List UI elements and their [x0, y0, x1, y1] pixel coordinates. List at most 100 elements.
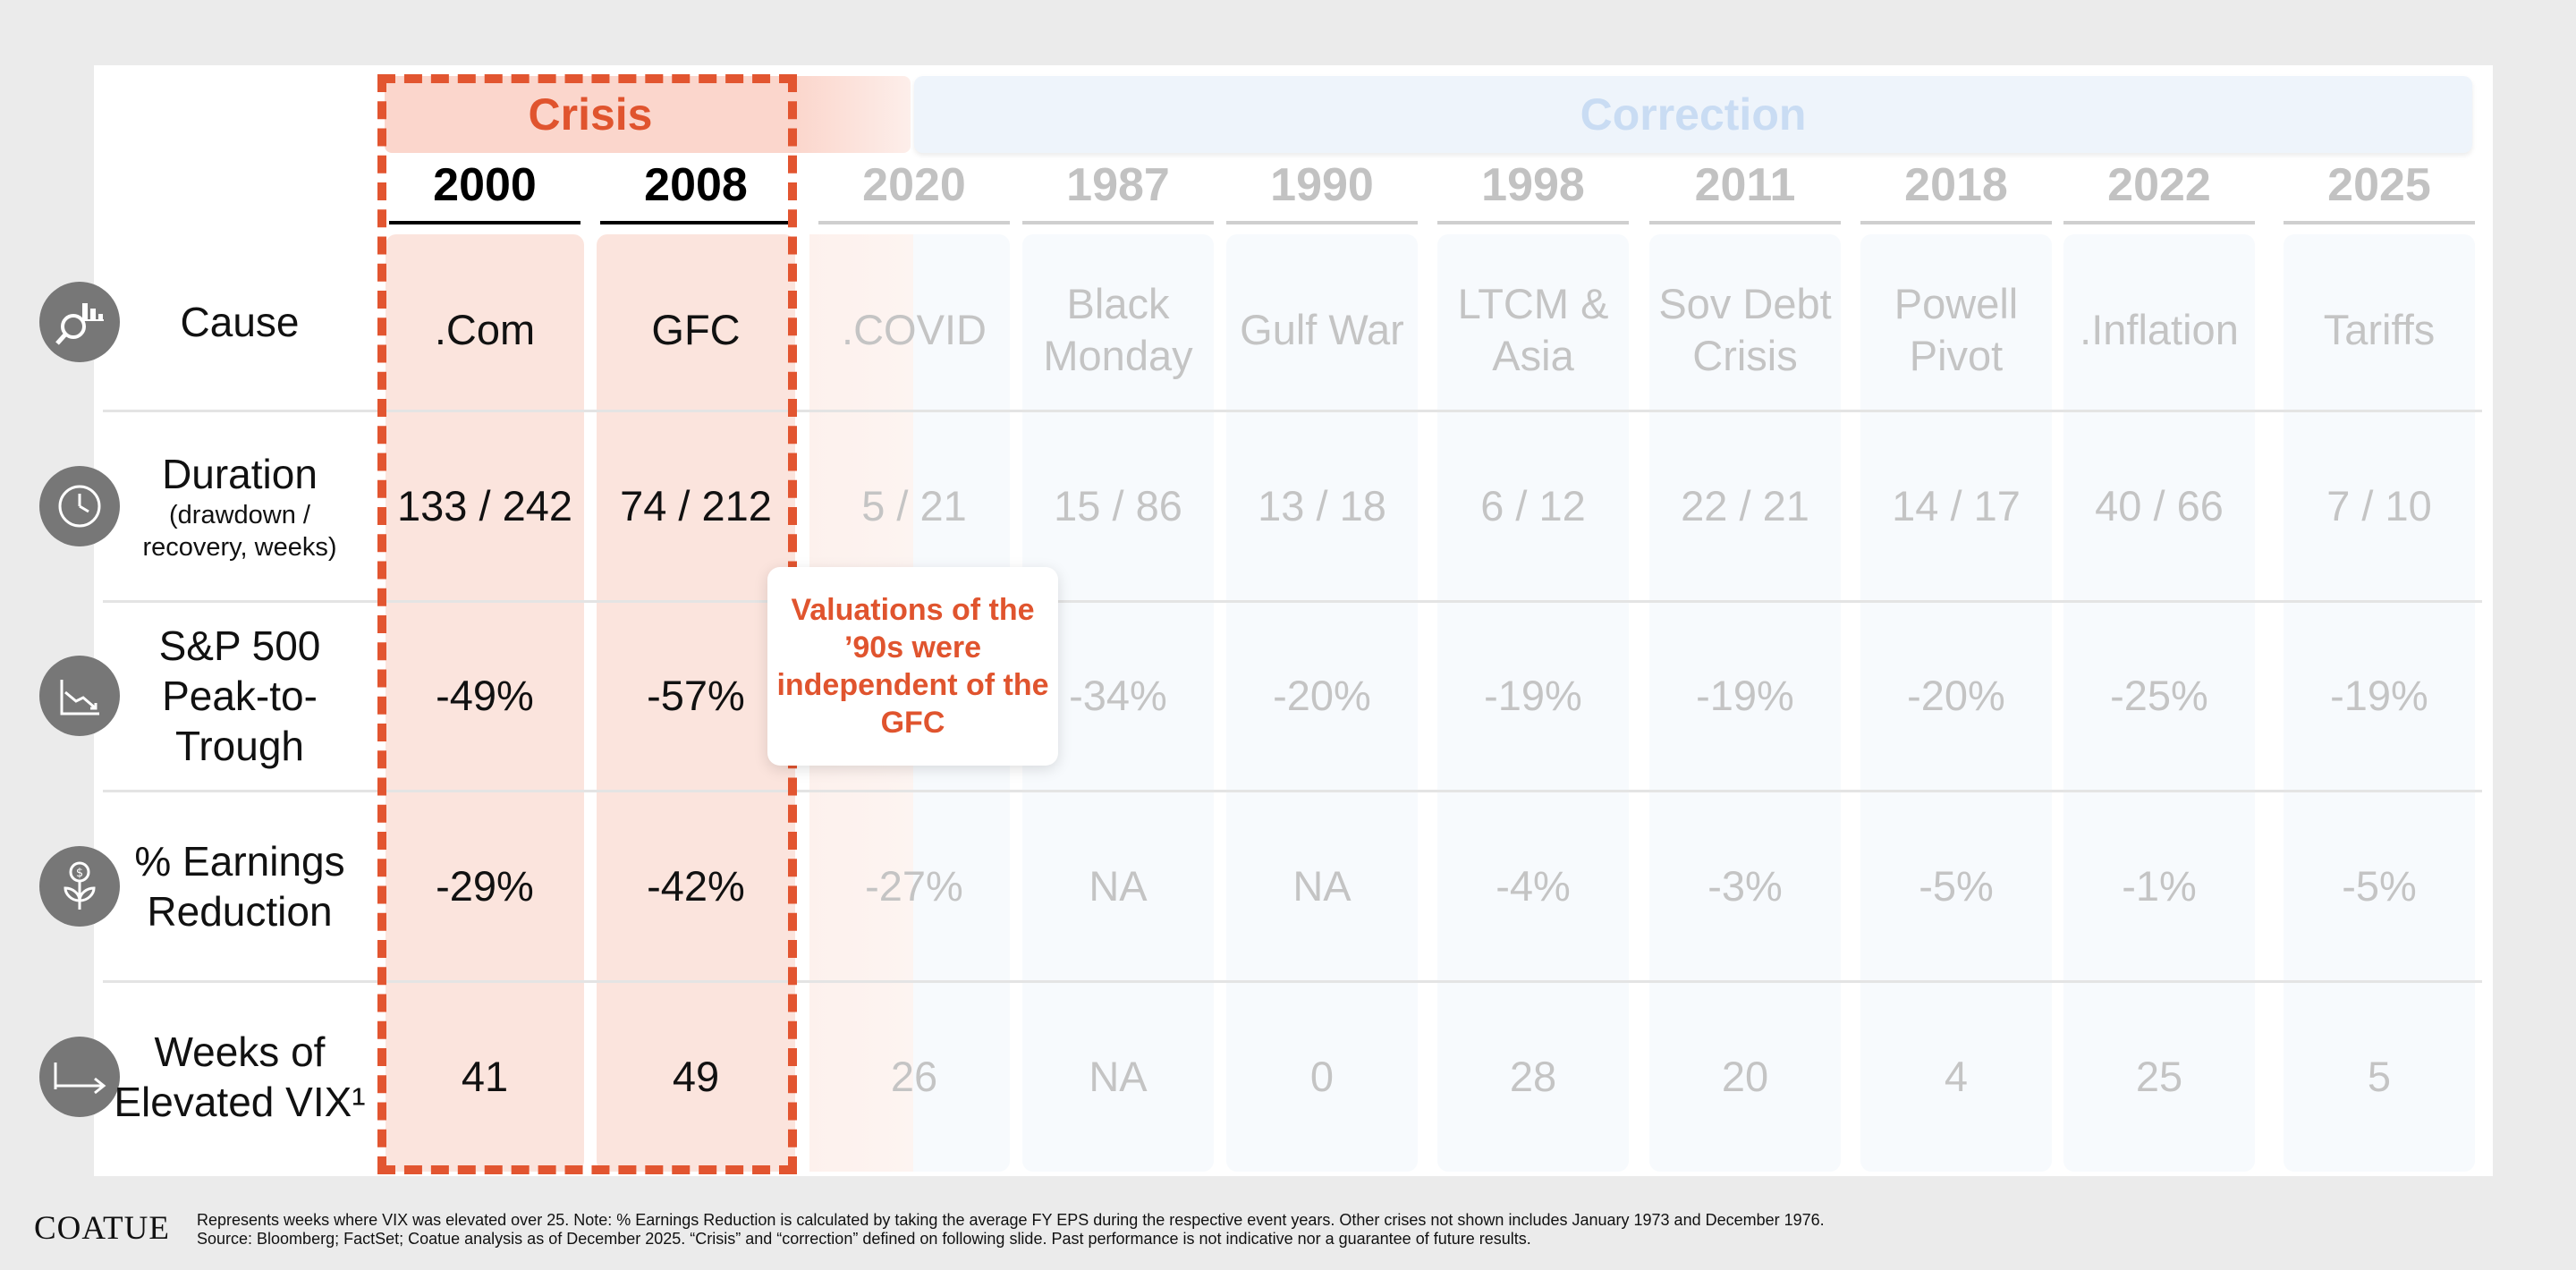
- table-cell-2022: -25%: [2110, 672, 2208, 719]
- table-cell-1990: NA: [1292, 861, 1352, 910]
- table-cell-1990: 13 / 18: [1258, 482, 1386, 529]
- table-cell-2022: .Inflation: [2080, 306, 2239, 353]
- row-label: Weeks of Elevated VIX¹: [106, 981, 374, 1172]
- correction-header-bar: [914, 76, 2472, 153]
- year-header-2025: 2025: [2327, 159, 2431, 211]
- column-background-1990: [1226, 234, 1418, 1172]
- svg-text:$: $: [76, 867, 83, 880]
- table-cell-2020: 26: [890, 1052, 938, 1100]
- table-cell-2008: -42%: [647, 861, 745, 910]
- row-label-text: Duration: [162, 451, 318, 497]
- row-separator: [103, 600, 2482, 603]
- column-background-1998: [1437, 234, 1629, 1172]
- table-cell-1990: Gulf War: [1240, 306, 1404, 353]
- table-cell-2011: Sov Debt Crisis: [1658, 280, 1832, 379]
- row-label: % Earnings Reduction: [106, 791, 374, 981]
- year-header-2008: 2008: [644, 159, 748, 211]
- table-cell-2022: 25: [2135, 1052, 2183, 1100]
- year-underline-2000: [389, 221, 580, 224]
- row-separator: [103, 410, 2482, 412]
- year-underline-1998: [1437, 221, 1629, 224]
- table-cell-1987: 15 / 86: [1054, 482, 1182, 529]
- table-cell-2000: 133 / 242: [396, 482, 572, 529]
- year-underline-1987: [1022, 221, 1214, 224]
- row-separator: [103, 790, 2482, 792]
- year-header-2018: 2018: [1904, 159, 2008, 211]
- table-cell-1987: Black Monday: [1043, 280, 1193, 379]
- year-underline-2025: [2284, 221, 2475, 224]
- valuation-callout: Valuations of the ’90s were independent …: [767, 567, 1058, 766]
- year-underline-2008: [600, 221, 792, 224]
- table-cell-2011: -3%: [1707, 861, 1783, 910]
- row-label: Duration (drawdown / recovery, weeks): [106, 411, 374, 601]
- table-cell-2025: -19%: [2330, 672, 2428, 719]
- table-cell-1990: -20%: [1273, 672, 1371, 719]
- table-cell-2018: Powell Pivot: [1894, 280, 2019, 379]
- year-header-1990: 1990: [1270, 159, 1374, 211]
- table-cell-2020: -27%: [865, 861, 963, 910]
- table-cell-2018: 14 / 17: [1892, 482, 2021, 529]
- column-background-2008: [597, 234, 795, 1172]
- table-cell-2018: 4: [1944, 1052, 1969, 1100]
- table-cell-2008: -57%: [647, 672, 745, 719]
- column-background-2018: [1860, 234, 2052, 1172]
- year-header-1998: 1998: [1481, 159, 1585, 211]
- table-cell-2000: -49%: [436, 672, 534, 719]
- table-cell-2011: -19%: [1696, 672, 1794, 719]
- year-underline-2011: [1649, 221, 1841, 224]
- footnote-line-2: Source: Bloomberg; FactSet; Coatue analy…: [197, 1230, 1531, 1248]
- table-cell-2000: 41: [461, 1052, 509, 1100]
- table-cell-2000: -29%: [436, 861, 534, 910]
- arrow-right-icon: [39, 1036, 120, 1117]
- table-cell-2008: 49: [672, 1052, 720, 1100]
- year-header-2011: 2011: [1694, 159, 1796, 211]
- row-label-text: Weeks of Elevated VIX¹: [114, 1028, 366, 1125]
- table-cell-1998: 6 / 12: [1480, 482, 1586, 529]
- table-cell-1998: -4%: [1496, 861, 1571, 910]
- column-background-2022: [2063, 234, 2255, 1172]
- row-separator: [103, 980, 2482, 983]
- column-background-2011: [1649, 234, 1841, 1172]
- year-header-2022: 2022: [2107, 159, 2211, 211]
- year-header-2020: 2020: [862, 159, 966, 211]
- table-cell-2000: .Com: [434, 306, 536, 353]
- table-cell-1998: 28: [1509, 1052, 1557, 1100]
- table-cell-2018: -20%: [1907, 672, 2005, 719]
- row-label-subtext: (drawdown / recovery, weeks): [142, 501, 337, 562]
- table-cell-1990: 0: [1309, 1052, 1335, 1100]
- magnifier-chart-icon: [39, 282, 120, 362]
- table-cell-1987: NA: [1089, 1052, 1148, 1100]
- table-cell-2008: 74 / 212: [620, 482, 772, 529]
- table-cell-2022: -1%: [2122, 861, 2197, 910]
- column-background-2000: [386, 234, 584, 1172]
- table-cell-1998: -19%: [1484, 672, 1582, 719]
- crisis-highlight-border: [377, 74, 797, 1174]
- column-background-2025: [2284, 234, 2475, 1172]
- table-cell-2008: GFC: [651, 306, 741, 353]
- coatue-logo: COATUE: [34, 1210, 170, 1247]
- row-label-text: S&P 500 Peak-to-Trough: [158, 622, 321, 769]
- table-cell-2025: 5: [2367, 1052, 2392, 1100]
- year-header-2000: 2000: [433, 159, 537, 211]
- downtrend-chart-icon: [39, 656, 120, 736]
- table-cell-1987: -34%: [1069, 672, 1167, 719]
- crisis-group-title: Crisis: [528, 89, 653, 140]
- table-cell-2020: .COVID: [842, 306, 987, 353]
- clock-icon: [39, 466, 120, 546]
- row-label-text: % Earnings Reduction: [134, 837, 345, 935]
- row-label-text: Cause: [180, 299, 300, 345]
- footnote-line-1: Represents weeks where VIX was elevated …: [197, 1211, 1825, 1229]
- table-cell-1987: NA: [1089, 861, 1148, 910]
- table-cell-2025: -5%: [2342, 861, 2417, 910]
- table-cell-2025: Tariffs: [2323, 306, 2436, 353]
- table-cell-2018: -5%: [1919, 861, 1994, 910]
- year-underline-1990: [1226, 221, 1418, 224]
- table-cell-2011: 22 / 21: [1681, 482, 1809, 529]
- table-cell-2022: 40 / 66: [2095, 482, 2224, 529]
- year-underline-2018: [1860, 221, 2052, 224]
- year-underline-2020: [818, 221, 1010, 224]
- crisis-header-bar: [385, 76, 911, 153]
- year-underline-2022: [2063, 221, 2255, 224]
- year-header-1987: 1987: [1066, 159, 1170, 211]
- row-label: S&P 500 Peak-to-Trough: [106, 601, 374, 791]
